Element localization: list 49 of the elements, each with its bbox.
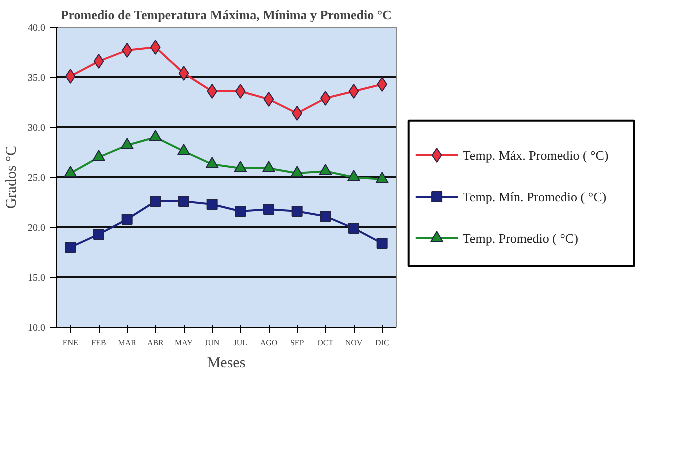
x-tick-label: SEP bbox=[290, 338, 305, 348]
x-tick-label: ABR bbox=[147, 338, 165, 348]
point bbox=[348, 84, 360, 99]
point bbox=[320, 91, 331, 106]
x-tick-label: MAR bbox=[118, 338, 138, 348]
point bbox=[66, 69, 76, 84]
point bbox=[292, 206, 303, 217]
point bbox=[178, 196, 190, 207]
point bbox=[348, 223, 360, 234]
y-tick-label: 10.0 bbox=[28, 323, 46, 334]
x-tick-label: ENE bbox=[62, 338, 79, 348]
y-axis-title: Grados °C bbox=[4, 146, 20, 210]
point bbox=[376, 238, 388, 249]
x-tick-label: OCT bbox=[318, 338, 334, 348]
y-tick-label: 30.0 bbox=[28, 123, 46, 134]
x-tick-label: DIC bbox=[375, 338, 390, 348]
point bbox=[236, 84, 246, 99]
point bbox=[122, 214, 133, 225]
x-tick-label: NOV bbox=[345, 338, 363, 348]
point bbox=[150, 196, 162, 207]
y-tick-label: 15.0 bbox=[28, 273, 46, 284]
point bbox=[292, 106, 302, 121]
legend-label: Temp. Máx. Promedio ( °C) bbox=[462, 148, 609, 164]
x-axis-title: Meses bbox=[207, 356, 246, 372]
y-tick-label: 35.0 bbox=[28, 73, 46, 84]
x-tick-label: MAY bbox=[175, 338, 194, 348]
point bbox=[207, 84, 218, 99]
x-tick-label: FEB bbox=[92, 338, 106, 348]
point bbox=[264, 92, 274, 107]
point bbox=[94, 229, 104, 240]
point bbox=[320, 211, 332, 222]
legend-label: Temp. Mín. Promedio ( °C) bbox=[462, 190, 607, 205]
x-tick-label: JUL bbox=[234, 338, 248, 348]
y-tick-label: 25.0 bbox=[28, 173, 46, 184]
point bbox=[235, 206, 246, 217]
point bbox=[65, 242, 76, 253]
x-tick-label: AGO bbox=[260, 338, 278, 348]
legend-label: Temp. Promedio ( °C) bbox=[462, 231, 578, 246]
chart-title: Promedio de Temperatura Máxima, Mínima y Promedio °C bbox=[60, 8, 392, 22]
point bbox=[122, 43, 132, 58]
point bbox=[377, 77, 388, 92]
y-tick-label: 20.0 bbox=[28, 223, 46, 234]
x-tick-label: JUN bbox=[205, 338, 220, 348]
point bbox=[178, 66, 190, 81]
point bbox=[206, 199, 218, 210]
y-tick-label: 40.0 bbox=[28, 23, 46, 34]
point bbox=[264, 204, 274, 215]
point bbox=[150, 40, 161, 55]
point bbox=[94, 54, 104, 69]
